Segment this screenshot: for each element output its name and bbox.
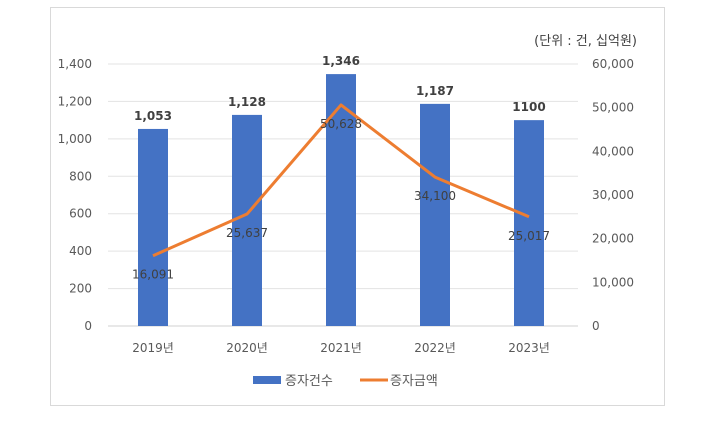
left-axis-tick: 1,000 [58,132,92,146]
line-data-label: 25,017 [508,229,550,243]
line-series [152,103,530,258]
line-data-label: 25,637 [226,226,268,240]
legend-swatch-bar [253,376,281,384]
left-axis-tick: 800 [69,169,92,183]
left-axis-tick: 1,400 [58,57,92,71]
x-axis-tick: 2023년 [508,341,550,355]
left-axis-tick: 0 [84,319,92,333]
x-axis-tick: 2021년 [320,341,362,355]
left-axis-tick: 1,200 [58,94,92,108]
right-axis-tick: 60,000 [592,57,634,71]
left-axis-tick: 200 [69,282,92,296]
unit-note: (단위 : 건, 십억원) [534,34,637,49]
bar [420,103,450,327]
right-axis-tick: 0 [592,319,600,333]
right-axis-tick: 30,000 [592,188,634,202]
legend-label-bar: 증자건수 [285,374,333,389]
legend-label-line: 증자금액 [390,374,438,389]
bar-data-label: 1,187 [416,84,454,98]
bar [514,120,544,327]
x-axis-tick: 2022년 [414,341,456,355]
line-data-label: 34,100 [414,189,456,203]
left-axis-tick: 400 [69,244,92,258]
bar-data-label: 1,053 [134,109,172,123]
bar [138,128,168,326]
right-axis-tick: 50,000 [592,101,634,115]
right-axis-tick: 20,000 [592,232,634,246]
line-data-label: 50,628 [320,117,362,131]
bar-data-label: 1,128 [228,95,266,109]
bar [232,114,262,326]
right-axis-tick: 10,000 [592,275,634,289]
bar-data-label: 1100 [512,100,545,114]
right-axis-tick: 40,000 [592,144,634,158]
line-data-label: 16,091 [132,268,174,282]
x-axis-tick: 2019년 [132,341,174,355]
x-axis-tick: 2020년 [226,341,268,355]
bar-data-label: 1,346 [322,54,360,68]
left-axis-tick: 600 [69,207,92,221]
legend: 증자건수 증자금액 [253,374,438,389]
